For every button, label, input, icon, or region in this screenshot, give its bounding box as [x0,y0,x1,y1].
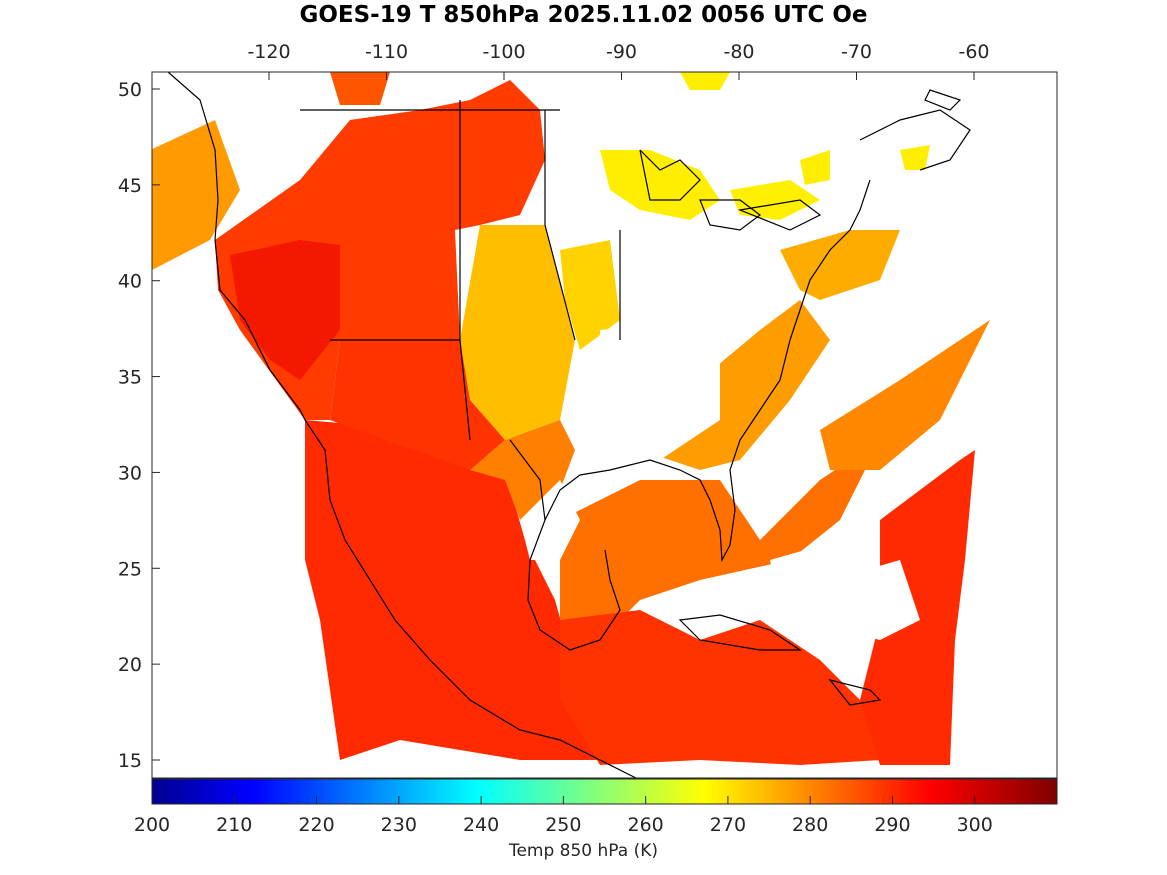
colorbar-tick-label: 220 [298,814,334,836]
region-mexico [305,420,600,760]
lon-tick-label: -70 [841,41,872,63]
lat-tick-label: 50 [118,79,142,101]
colorbar-label: Temp 850 hPa (K) [508,841,659,861]
region-great-basin [230,240,340,380]
region-atlantic [860,450,975,765]
lon-tick-label: -80 [723,41,754,63]
lon-tick-label: -120 [247,41,290,63]
region-caribbean [560,610,880,765]
colorbar-tick-label: 270 [710,814,746,836]
lon-tick-label: -90 [606,41,637,63]
colorbar-tick-label: 280 [792,814,828,836]
lat-tick-label: 45 [118,175,142,197]
longitude-ticks: -120 -110 -100 -90 -80 -70 -60 [247,41,990,80]
colorbar-tick-label: 230 [381,814,417,836]
colorbar-tick-label: 300 [957,814,993,836]
lon-tick-label: -100 [482,41,525,63]
colorbar-tick-label: 290 [874,814,910,836]
lat-tick-label: 35 [118,367,142,389]
region-central-plains [460,225,575,440]
lon-tick-label: -60 [958,41,989,63]
colorbar-tick-label: 260 [628,814,664,836]
lat-tick-label: 25 [118,558,142,580]
lat-tick-label: 30 [118,462,142,484]
lat-tick-label: 20 [118,654,142,676]
lat-tick-label: 15 [118,750,142,772]
region-gulf [560,440,880,640]
lat-tick-label: 40 [118,271,142,293]
region-great-lakes [600,150,720,220]
lon-tick-label: -110 [365,41,408,63]
colorbar [151,778,1058,805]
colorbar-tick-label: 250 [545,814,581,836]
latitude-ticks: 50 45 40 35 30 25 20 15 [118,79,160,772]
colorbar-tick-label: 240 [463,814,499,836]
colorbar-tick-label: 200 [134,814,170,836]
map-title: GOES-19 T 850hPa 2025.11.02 0056 UTC Oe [299,2,868,28]
map-axes-frame [151,71,1058,779]
colorbar-tick-label: 210 [216,814,252,836]
coastlines [167,72,971,778]
colorbar-ticks: 200 210 220 230 240 250 260 270 280 290 300 [134,796,993,836]
temperature-field [152,72,990,765]
